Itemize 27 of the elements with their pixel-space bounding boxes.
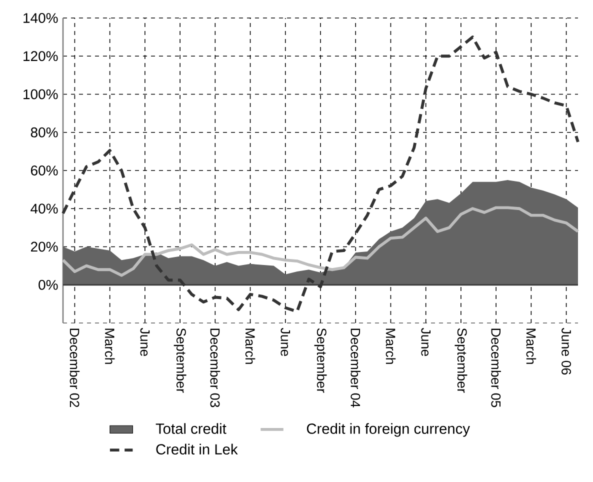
y-tick-label: 140%: [24, 13, 58, 23]
legend-label: Credit in Lek: [156, 444, 238, 455]
x-tick-label: September: [454, 328, 468, 393]
x-tick-label: March: [386, 328, 396, 364]
y-tick-label: 0%: [38, 280, 58, 290]
x-tick-label: September: [174, 328, 186, 393]
x-tick-label: December 03: [210, 328, 220, 408]
x-tick-label: March: [104, 328, 115, 364]
x-tick-label: June: [280, 328, 290, 356]
line-series: [62, 36, 580, 314]
x-tick-label: March: [526, 328, 536, 364]
x-tick-label: December 05: [491, 328, 501, 408]
y-tick-label: 80%: [30, 127, 58, 138]
y-tick-label: 60%: [30, 166, 58, 176]
legend-label: Credit in foreign currency: [306, 423, 470, 437]
y-tick-label: 120%: [24, 51, 58, 62]
y-tick-label: 20%: [30, 242, 58, 252]
x-tick-label: September: [314, 328, 327, 393]
x-tick-label: June: [421, 328, 430, 356]
x-tick-label: June 06: [562, 328, 572, 375]
x-tick-label: December 02: [70, 328, 80, 408]
legend-label: Total credit: [156, 423, 226, 434]
y-tick-label: 40%: [30, 204, 58, 214]
y-tick-label: 100%: [24, 89, 58, 100]
x-tick-label: June: [140, 328, 150, 356]
x-tick-label: March: [245, 328, 256, 364]
x-tick-label: December 04: [350, 328, 361, 408]
